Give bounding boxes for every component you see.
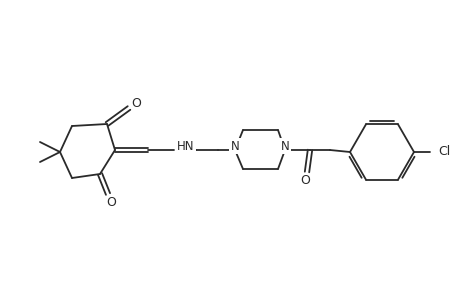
Text: N: N — [280, 140, 289, 152]
Text: N: N — [230, 140, 239, 152]
Text: HN: HN — [177, 140, 194, 152]
Text: Cl: Cl — [437, 145, 449, 158]
Text: O: O — [299, 175, 309, 188]
Text: O: O — [131, 97, 140, 110]
Text: O: O — [106, 196, 116, 208]
